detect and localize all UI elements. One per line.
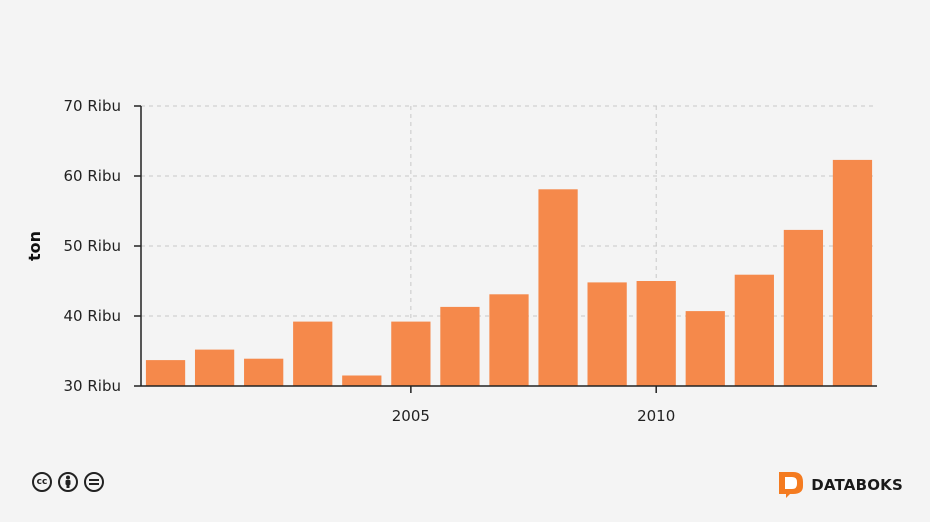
bar-2002 — [244, 358, 284, 386]
cc-icon: cc — [32, 472, 52, 492]
nd-icon — [84, 472, 104, 492]
bar-2003 — [293, 321, 333, 386]
y-tick-label: 40 Ribu — [64, 307, 121, 325]
databoks-brand: DATABOKS — [779, 472, 903, 498]
bar-2011 — [685, 311, 725, 386]
bars — [145, 159, 873, 386]
bar-2006 — [440, 306, 480, 386]
bar-2008 — [538, 189, 578, 386]
x-tick-label: 2010 — [637, 407, 675, 425]
axes — [134, 105, 877, 393]
bar-2012 — [734, 274, 774, 386]
databoks-logo-icon — [779, 472, 804, 498]
y-tick-label: 60 Ribu — [64, 167, 121, 185]
bar-2000 — [145, 360, 186, 386]
bar-2005 — [391, 321, 431, 386]
y-tick-label: 30 Ribu — [64, 377, 121, 395]
brand-name: DATABOKS — [811, 476, 903, 494]
y-tick-label: 70 Ribu — [64, 97, 121, 115]
bar-2014 — [832, 159, 873, 386]
bar-2009 — [587, 282, 627, 386]
y-tick-label: 50 Ribu — [64, 237, 121, 255]
bar-2010 — [636, 281, 676, 386]
bar-2001 — [194, 349, 235, 386]
by-icon — [58, 472, 78, 492]
bar-2013 — [783, 229, 824, 386]
x-tick-label: 2005 — [392, 407, 430, 425]
license-icons: cc — [32, 472, 104, 492]
tick-labels: 30 Ribu 40 Ribu 50 Ribu 60 Ribu 70 Ribu 2005 2… — [64, 97, 676, 425]
bar-2004 — [342, 375, 382, 386]
y-axis-label: ton — [25, 231, 44, 261]
bar-2007 — [489, 294, 529, 386]
